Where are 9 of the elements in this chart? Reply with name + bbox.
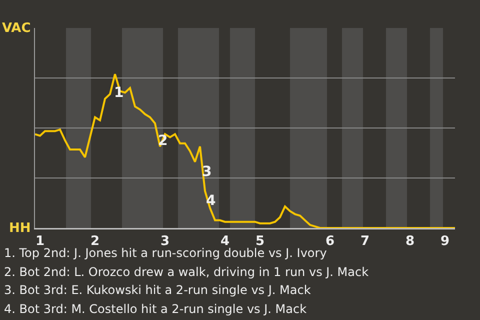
x-tick-label: 7 — [360, 234, 370, 250]
text: HH — [9, 221, 31, 236]
text: VAC — [2, 21, 31, 36]
text: 4. Bot 3rd: M. Costello hit a 2-run single vs J. Mack — [4, 302, 307, 316]
x-tick-label: 8 — [405, 234, 415, 250]
x-tick-label: 6 — [325, 234, 335, 250]
text: 2. Bot 2nd: L. Orozco drew a walk, driving in 1 run vs J. Mack — [4, 265, 369, 279]
text: 3. Bot 3rd: E. Kukowski hit a 2-run single vs J. Mack — [4, 283, 311, 297]
x-tick-label: 9 — [440, 234, 450, 250]
